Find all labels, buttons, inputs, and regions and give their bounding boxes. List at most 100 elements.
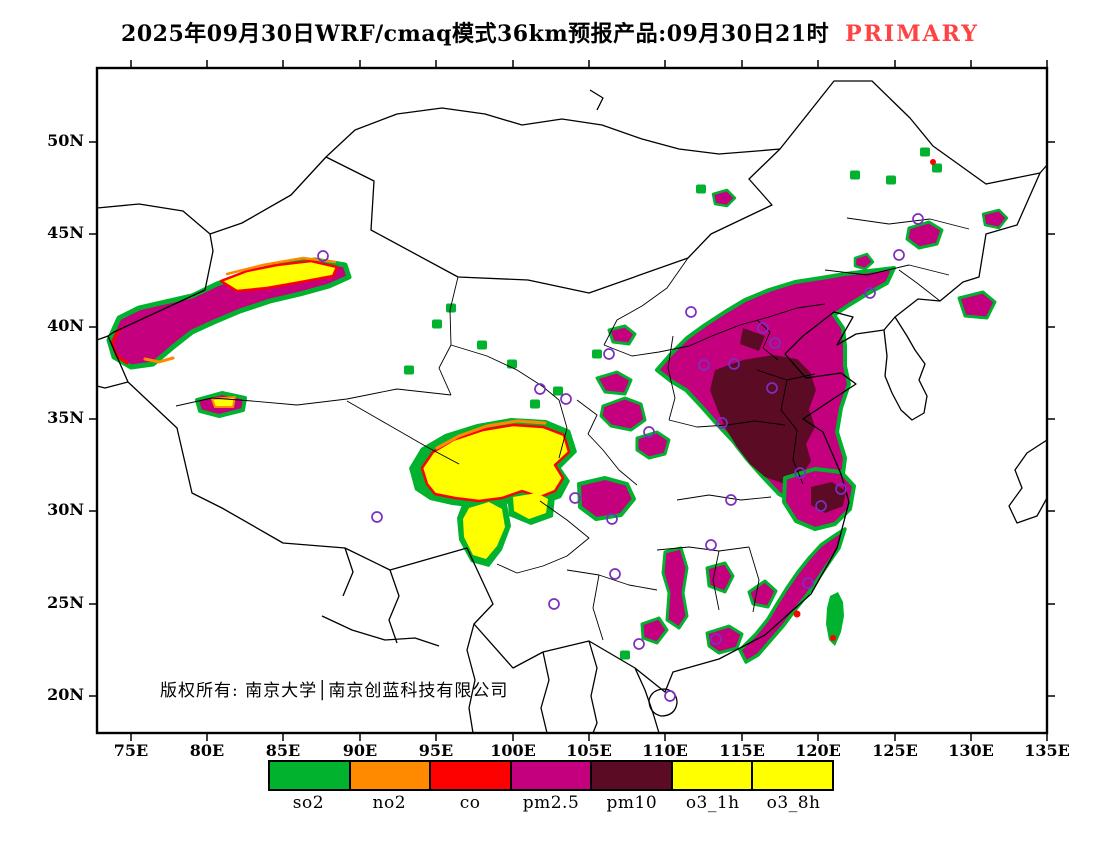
- region-ne-dot-pm25: [853, 252, 875, 271]
- legend-label-so2: so2: [292, 793, 325, 813]
- country-boundary-line: [588, 640, 598, 734]
- city-marker-icon: [548, 598, 560, 610]
- region-ordos-pm25: [607, 324, 637, 346]
- province-boundary-line: [712, 550, 720, 611]
- legend-swatch-so2: [270, 762, 351, 789]
- region-xinjiang-o3-core: [219, 259, 339, 293]
- region-heilongjiang-pm25: [981, 208, 1009, 230]
- province-boundary-line: [438, 276, 459, 396]
- province-boundary-line: [175, 388, 452, 407]
- y-tick-label: 25N: [47, 593, 84, 612]
- country-boundary-line: [325, 107, 781, 158]
- region-so2-cell: [886, 175, 896, 185]
- province-boundary-line: [603, 303, 826, 357]
- region-guangxi-strip-pm25: [661, 546, 689, 630]
- copyright-text: 版权所有: 南京大学│南京创蓝科技有限公司: [160, 681, 509, 701]
- x-tick-label: 80E: [189, 741, 225, 760]
- legend-swatch-no2: [350, 762, 432, 789]
- province-boundary-line: [748, 546, 760, 613]
- region-so2-cell: [850, 170, 860, 180]
- legend-swatch-pm10: [592, 762, 673, 789]
- city-marker-icon: [728, 358, 740, 370]
- y-tick-label: 20N: [47, 685, 84, 704]
- province-boundary-line: [558, 399, 568, 459]
- city-marker-icon: [664, 690, 676, 702]
- legend-label-o3_8h: o3_8h: [766, 793, 821, 813]
- province-boundary-line: [676, 494, 772, 501]
- region-taiwan-co-dot: [830, 635, 836, 641]
- china-pollutant-map: [89, 60, 1055, 741]
- country-boundary-line: [883, 316, 928, 421]
- city-marker-icon: [698, 359, 710, 371]
- region-pearl-delta-pm25: [705, 624, 744, 655]
- country-boundary-line: [321, 615, 440, 647]
- city-marker-icon: [317, 250, 329, 262]
- region-jilin-pm25: [905, 220, 944, 250]
- country-boundary-line: [589, 89, 604, 111]
- city-marker-icon: [609, 568, 621, 580]
- city-marker-icon: [716, 417, 728, 429]
- region-plateau-o3-east: [513, 493, 548, 519]
- province-boundary-line: [898, 269, 941, 302]
- region-se-coast-pm25: [738, 527, 847, 664]
- title-text: 2025年09月30日WRF/cmaq模式36km预报产品:09月30日21时: [121, 21, 830, 47]
- legend-colorbar: [268, 760, 834, 791]
- plot-frame: [95, 66, 1049, 735]
- city-marker-icon: [835, 483, 847, 495]
- city-marker-icon: [725, 494, 737, 506]
- country-boundary-line: [96, 203, 211, 235]
- city-marker-icon: [710, 633, 722, 645]
- province-boundary-line: [756, 319, 779, 361]
- province-boundary-line: [824, 264, 950, 276]
- city-marker-icon: [912, 213, 924, 225]
- region-ningxia-pm25: [595, 370, 633, 396]
- region-jiangxi-pm25: [747, 579, 778, 609]
- region-north-china-pm10-core: [710, 355, 816, 484]
- region-so2-cell: [507, 359, 517, 369]
- region-so2-cell: [920, 147, 930, 157]
- y-tick-label: 35N: [47, 408, 84, 427]
- city-marker-icon: [633, 638, 645, 650]
- province-boundary-line: [780, 379, 804, 485]
- x-tick-label: 90E: [342, 741, 378, 760]
- province-boundary-line: [592, 574, 604, 641]
- province-boundary-line: [576, 399, 638, 486]
- region-gansu-pm25-b: [635, 430, 671, 460]
- province-boundary-line: [656, 546, 750, 552]
- province-boundary-line: [566, 569, 658, 591]
- province-boundary-line: [346, 400, 460, 465]
- city-marker-icon: [705, 539, 717, 551]
- region-sichuan-west-pm25: [577, 476, 636, 521]
- country-boundary-line: [388, 569, 400, 644]
- country-boundary-line: [466, 623, 476, 734]
- y-tick-label: 45N: [47, 223, 84, 242]
- x-tick-label: 130E: [948, 741, 994, 760]
- city-marker-icon: [802, 577, 814, 589]
- city-marker-icon: [769, 337, 781, 349]
- country-boundary-line: [342, 547, 354, 597]
- city-marker-icon: [815, 500, 827, 512]
- x-tick-label: 110E: [642, 741, 688, 760]
- legend-swatch-co: [431, 762, 512, 789]
- region-plateau-o3-south: [463, 502, 505, 559]
- region-so2-cell: [446, 303, 456, 313]
- region-xinjiang-pm25: [106, 257, 352, 370]
- city-marker-icon: [534, 383, 546, 395]
- country-boundary-line: [634, 667, 660, 734]
- city-marker-icon: [371, 511, 383, 523]
- country-boundary-line: [96, 335, 109, 341]
- map-frame: 版权所有: 南京大学│南京创蓝科技有限公司: [89, 60, 1055, 741]
- legend-label-pm2.5: pm2.5: [522, 793, 580, 813]
- city-marker-icon: [569, 492, 581, 504]
- y-tick-label: 30N: [47, 500, 84, 519]
- city-marker-icon: [643, 426, 655, 438]
- x-tick-label: 135E: [1024, 741, 1070, 760]
- x-tick-label: 75E: [113, 741, 149, 760]
- province-boundary-line: [667, 335, 676, 421]
- legend-swatch-o3_1h: [672, 762, 754, 789]
- x-tick-label: 125E: [872, 741, 918, 760]
- region-so2-cell: [404, 365, 414, 375]
- city-marker-icon: [757, 322, 769, 334]
- legend-labels: so2 no2 co pm2.5 pm10 o3_1h o3_8h: [268, 793, 834, 813]
